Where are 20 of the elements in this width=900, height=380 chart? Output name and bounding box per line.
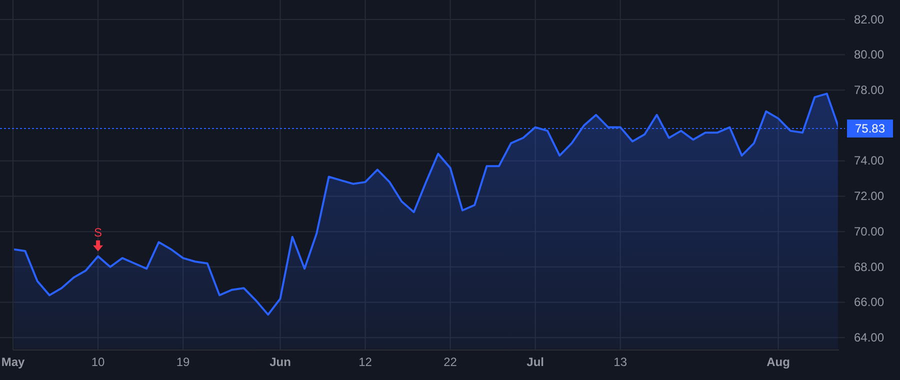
y-tick-label: 68.00 [854, 260, 884, 274]
y-tick-label: 82.00 [854, 12, 884, 26]
x-tick-label: 12 [358, 355, 372, 370]
y-tick-label: 78.00 [854, 82, 884, 97]
y-tick-label: 66.00 [854, 295, 884, 310]
x-tick-label: 13 [614, 355, 628, 370]
x-tick-label: Jul [526, 355, 544, 370]
y-tick-label: 80.00 [854, 48, 884, 62]
x-tick-label: 10 [91, 355, 106, 370]
y-tick-label: 64.00 [854, 330, 884, 344]
x-tick-label: Aug [766, 355, 790, 370]
y-tick-label: 72.00 [854, 189, 884, 204]
x-tick-label: May [1, 355, 25, 370]
annotation: S [94, 225, 102, 240]
y-tick-label: 70.00 [854, 224, 884, 238]
x-tick-label: 22 [444, 355, 458, 370]
x-tick-label: Jun [270, 355, 291, 370]
x-tick-label: 19 [176, 355, 190, 370]
ref-line-label: 75.83 [854, 122, 886, 136]
y-tick-label: 74.00 [854, 154, 884, 168]
